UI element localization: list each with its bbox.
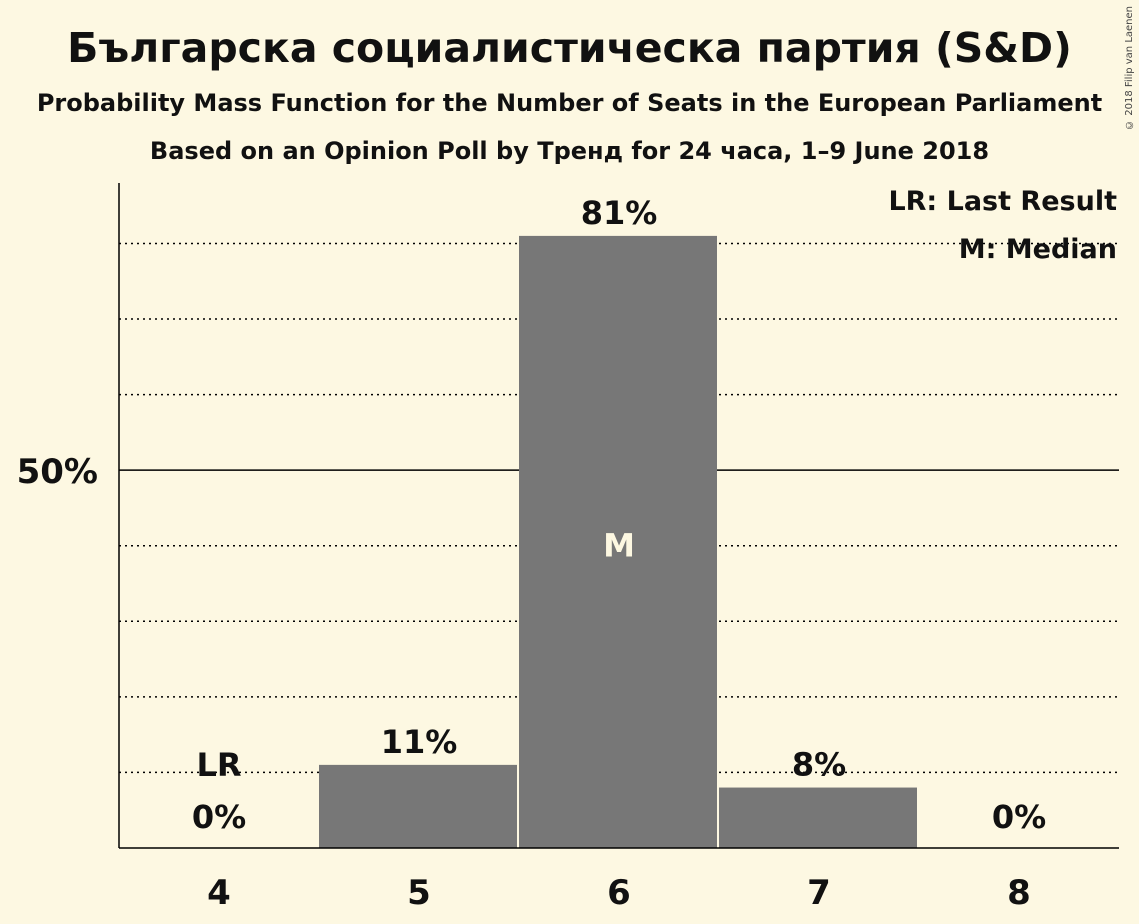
- legend-entry: LR: Last Result: [888, 186, 1117, 217]
- bar: [519, 235, 717, 849]
- data-label: 11%: [381, 723, 458, 761]
- x-tick-label: 6: [607, 873, 631, 913]
- median-marker: M: [603, 527, 635, 565]
- chart-subtitle: Probability Mass Function for the Number…: [36, 89, 1103, 117]
- data-label: 8%: [792, 746, 846, 784]
- data-label: 0%: [992, 798, 1046, 836]
- y-tick-label: 50%: [17, 452, 98, 492]
- data-label: 81%: [581, 194, 658, 232]
- legend-entry: M: Median: [959, 234, 1117, 265]
- bar: [719, 787, 917, 848]
- last-result-marker: LR: [196, 746, 241, 784]
- x-tick-label: 7: [807, 873, 831, 913]
- data-label: 0%: [192, 798, 246, 836]
- x-tick-label: 4: [207, 873, 231, 913]
- chart-title: Българска социалистическа партия (S&D): [67, 24, 1072, 72]
- x-tick-label: 8: [1007, 873, 1031, 913]
- bar: [319, 764, 517, 848]
- chart-subtitle-poll: Based on an Opinion Poll by Тренд for 24…: [149, 137, 990, 165]
- x-tick-label: 5: [407, 873, 431, 913]
